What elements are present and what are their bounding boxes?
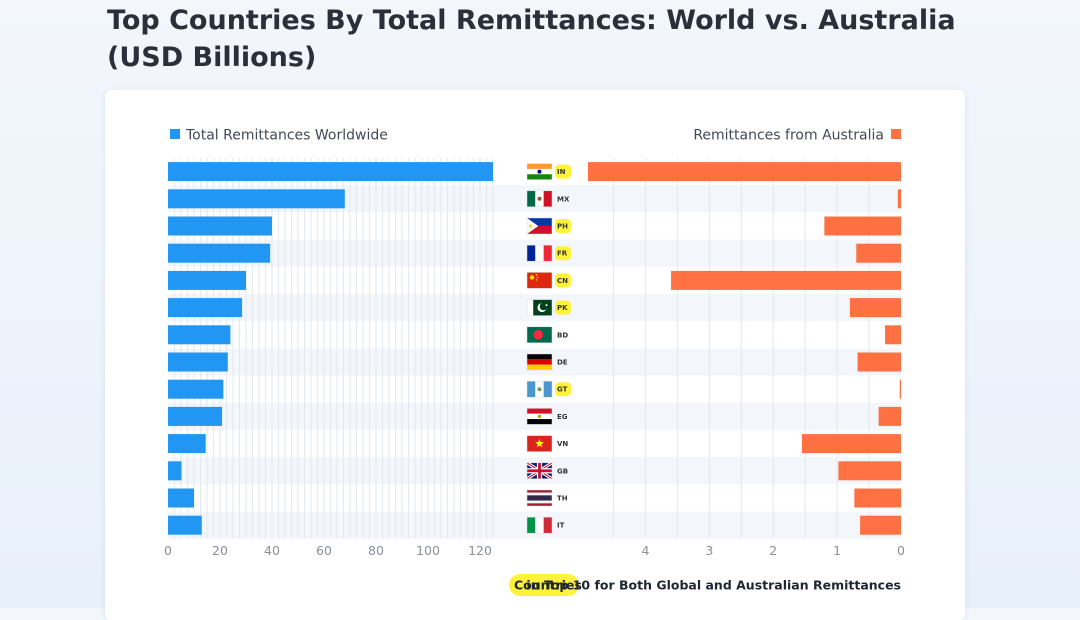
thailand-flag-icon bbox=[526, 489, 553, 507]
tick-label-australia: 2 bbox=[769, 543, 777, 558]
footnote-highlight bbox=[509, 574, 579, 596]
bar-australia-eg[interactable] bbox=[878, 406, 901, 426]
country-code-ph: PH bbox=[557, 223, 568, 231]
bar-australia-vn[interactable] bbox=[801, 434, 901, 454]
highlight-pill bbox=[555, 246, 571, 261]
mexico-flag-icon bbox=[526, 190, 553, 208]
country-code-gt: GT bbox=[557, 386, 568, 394]
country-code-th: TH bbox=[557, 495, 568, 503]
legend-right-label: Remittances from Australia bbox=[693, 128, 884, 144]
footnote: Countries in Top 10 for Both Global and … bbox=[509, 574, 901, 596]
guatemala-flag-icon bbox=[526, 380, 553, 398]
bar-world-mx[interactable] bbox=[168, 189, 345, 209]
bar-world-cn[interactable] bbox=[168, 270, 246, 290]
philippines-flag-icon bbox=[526, 217, 553, 235]
country-code-mx: MX bbox=[557, 195, 570, 203]
bar-world-de[interactable] bbox=[168, 352, 228, 372]
tick-label-world: 0 bbox=[164, 543, 172, 558]
bar-australia-gb[interactable] bbox=[838, 461, 901, 481]
legend-left[interactable]: Total Remittances Worldwide bbox=[170, 128, 388, 144]
page-title: Top Countries By Total Remittances: Worl… bbox=[107, 5, 956, 73]
germany-flag-icon bbox=[526, 353, 553, 371]
country-code-bd: BD bbox=[557, 331, 568, 339]
bar-world-bd[interactable] bbox=[168, 325, 231, 345]
country-code-it: IT bbox=[557, 522, 565, 530]
tick-label-australia: 4 bbox=[642, 543, 650, 558]
vietnam-flag-icon bbox=[526, 435, 553, 452]
tick-label-world: 80 bbox=[368, 543, 384, 558]
bar-australia-cn[interactable] bbox=[671, 270, 901, 290]
bar-australia-ph[interactable] bbox=[824, 216, 901, 236]
bar-world-th[interactable] bbox=[168, 488, 194, 508]
highlight-pill bbox=[555, 219, 571, 233]
bar-australia-bd[interactable] bbox=[885, 325, 901, 345]
bar-australia-mx[interactable] bbox=[897, 189, 901, 209]
country-code-cn: CN bbox=[557, 277, 568, 285]
bar-australia-th[interactable] bbox=[854, 488, 901, 508]
chart-card: IN MX PH FR CN PK BD DE GT EG VN GB TH IT 0 20 40 60 80 10… bbox=[105, 90, 965, 620]
axis-ticks: 0 20 40 60 80 100 120 4 3 2 1 0 bbox=[164, 543, 905, 558]
bar-world-ph[interactable] bbox=[168, 216, 272, 236]
bar-world-fr[interactable] bbox=[168, 243, 271, 263]
bar-australia-pk[interactable] bbox=[849, 298, 901, 318]
france-flag-icon bbox=[526, 244, 553, 262]
bar-australia-it[interactable] bbox=[860, 515, 901, 535]
country-code-eg: EG bbox=[557, 413, 568, 421]
bar-world-gb[interactable] bbox=[168, 461, 182, 481]
uk-flag-icon bbox=[526, 461, 553, 481]
tick-label-world: 40 bbox=[264, 543, 280, 558]
tick-label-world: 120 bbox=[468, 543, 492, 558]
highlight-pill bbox=[555, 273, 571, 288]
tick-label-world: 100 bbox=[416, 543, 440, 558]
bar-australia-fr[interactable] bbox=[856, 243, 901, 263]
legend-right-swatch bbox=[891, 129, 901, 139]
egypt-flag-icon bbox=[526, 408, 553, 425]
bangladesh-flag-icon bbox=[526, 326, 553, 344]
china-flag-icon bbox=[526, 272, 553, 289]
bar-world-pk[interactable] bbox=[168, 298, 243, 318]
india-flag-icon bbox=[526, 163, 553, 180]
country-code-in: IN bbox=[557, 168, 566, 176]
italy-flag-icon bbox=[526, 516, 553, 534]
tick-label-australia: 3 bbox=[705, 543, 713, 558]
legend-right[interactable]: Remittances from Australia bbox=[693, 128, 901, 144]
tick-label-world: 20 bbox=[212, 543, 228, 558]
bar-australia-de[interactable] bbox=[857, 352, 901, 372]
country-code-pk: PK bbox=[557, 304, 568, 312]
bar-world-vn[interactable] bbox=[168, 434, 206, 454]
country-code-gb: GB bbox=[557, 467, 568, 475]
footnote-highlight-text: Countries bbox=[514, 578, 582, 593]
country-column: IN MX PH FR CN PK BD DE GT EG VN GB TH IT bbox=[526, 163, 571, 534]
world-bars bbox=[168, 162, 493, 535]
legend-left-swatch bbox=[170, 129, 180, 139]
tick-label-australia: 0 bbox=[897, 543, 905, 558]
tick-label-australia: 1 bbox=[833, 543, 841, 558]
country-code-fr: FR bbox=[557, 250, 568, 258]
bar-australia-gt[interactable] bbox=[899, 379, 901, 399]
highlight-pill bbox=[555, 164, 571, 179]
highlight-pill bbox=[555, 382, 571, 397]
country-code-de: DE bbox=[557, 359, 568, 367]
bar-world-eg[interactable] bbox=[168, 406, 223, 426]
footnote-text: in Top 10 for Both Global and Australian… bbox=[526, 578, 901, 593]
highlight-pill bbox=[555, 300, 571, 315]
bar-australia-in[interactable] bbox=[588, 162, 901, 182]
bar-world-it[interactable] bbox=[168, 515, 202, 535]
legend-left-label: Total Remittances Worldwide bbox=[185, 128, 388, 144]
tick-label-world: 60 bbox=[316, 543, 332, 558]
bar-world-gt[interactable] bbox=[168, 379, 224, 399]
country-code-vn: VN bbox=[557, 440, 568, 448]
australia-bars bbox=[588, 162, 901, 535]
bar-world-in[interactable] bbox=[168, 162, 493, 182]
pakistan-flag-icon bbox=[526, 299, 553, 316]
